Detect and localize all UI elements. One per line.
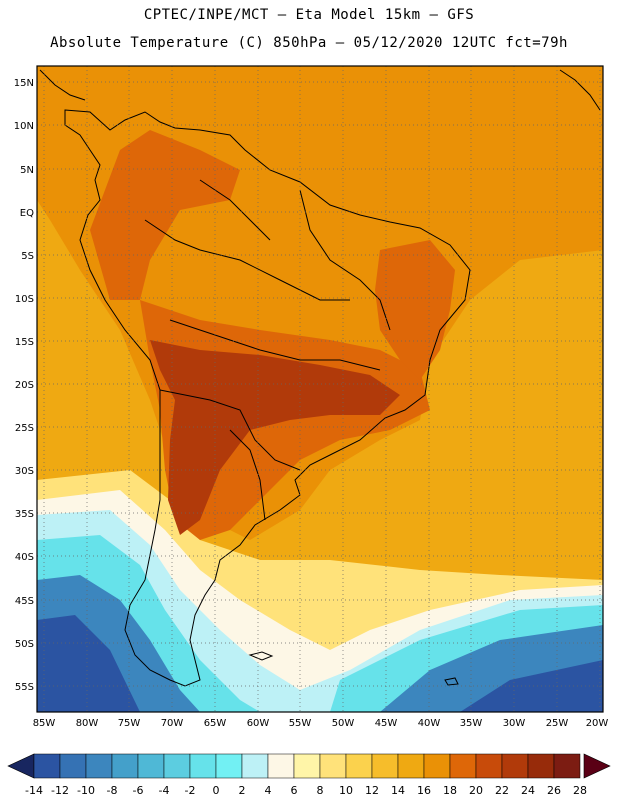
border-line: [299, 189, 391, 331]
colorbar-swatch: [423, 753, 451, 779]
colorbar-swatch: [111, 753, 139, 779]
colorbar-tick: 22: [495, 784, 509, 797]
lon-label: 45W: [375, 718, 398, 729]
lon-label: 25W: [546, 718, 569, 729]
colorbar-tick: 8: [317, 784, 324, 797]
colorbar-swatch: [319, 753, 347, 779]
colorbar-tick: 28: [573, 784, 587, 797]
colorbar-swatch: [59, 753, 87, 779]
colorbar-tick: -12: [51, 784, 69, 797]
colorbar-tick: -14: [25, 784, 43, 797]
lat-label: 20S: [15, 380, 34, 391]
colorbar-tick: 20: [469, 784, 483, 797]
colorbar-swatches: [33, 753, 581, 779]
lat-label: 10N: [14, 121, 34, 132]
lon-label: 40W: [418, 718, 441, 729]
colorbar-swatch: [163, 753, 191, 779]
lat-label: 30S: [15, 466, 34, 477]
central-america-outline: [39, 69, 86, 101]
caribbean-outline: [559, 69, 601, 111]
map-frame: [36, 65, 604, 713]
lon-label: 35W: [460, 718, 483, 729]
colorbar-swatch: [241, 753, 269, 779]
colorbar-swatch: [475, 753, 503, 779]
field-dark-blue: [37, 615, 140, 712]
colorbar-tick: 2: [239, 784, 246, 797]
colorbar-tick: 12: [365, 784, 379, 797]
temperature-field: [37, 66, 603, 712]
map-title: CPTEC/INPE/MCT – Eta Model 15km – GFS: [143, 7, 475, 23]
colorbar-tick: -4: [159, 784, 170, 797]
lon-label: 55W: [289, 718, 312, 729]
colorbar-swatch: [501, 753, 529, 779]
lat-label: 15N: [14, 78, 34, 89]
lon-label: 75W: [118, 718, 141, 729]
colorbar-tick: 24: [521, 784, 535, 797]
lat-label: 5S: [21, 251, 34, 262]
colorbar-swatch: [397, 753, 425, 779]
lat-label: 25S: [15, 423, 34, 434]
colorbar-swatch: [85, 753, 113, 779]
map-subtitle: Absolute Temperature (C) 850hPa – 05/12/…: [50, 35, 568, 51]
colorbar-labels: -14 -12 -10 -8 -6 -4 -2 0 2 4 6 8 10 12 …: [25, 784, 587, 797]
colorbar-swatch: [371, 753, 399, 779]
colorbar-swatch: [293, 753, 321, 779]
lat-label: 55S: [15, 682, 34, 693]
lon-label: 65W: [204, 718, 227, 729]
lat-label: 5N: [20, 165, 34, 176]
colorbar-tick: 16: [417, 784, 431, 797]
colorbar-tick: 10: [339, 784, 353, 797]
latitude-labels: 15N 10N 5N EQ 5S 10S 15S 20S 25S 30S 35S…: [14, 78, 34, 693]
field-hot: [150, 340, 400, 535]
south-america-outline: [64, 109, 471, 687]
colorbar-tick: 14: [391, 784, 405, 797]
colorbar-swatch: [33, 753, 61, 779]
colorbar-swatch: [553, 753, 581, 779]
border-line: [229, 429, 266, 521]
border-line: [144, 219, 350, 301]
lon-label: 20W: [586, 718, 609, 729]
lon-label: 30W: [503, 718, 526, 729]
colorbar-swatch: [189, 753, 217, 779]
island-outline: [444, 677, 459, 686]
colorbar-swatch: [137, 753, 165, 779]
temperature-map: 15N 10N 5N EQ 5S 10S 15S 20S 25S 30S 35S…: [14, 65, 609, 729]
colorbar-tick: -10: [77, 784, 95, 797]
lon-label: 60W: [247, 718, 270, 729]
lat-label: 15S: [15, 337, 34, 348]
colorbar-tick: -6: [133, 784, 144, 797]
lon-label: 50W: [332, 718, 355, 729]
border-line: [159, 389, 301, 471]
lon-label: 70W: [161, 718, 184, 729]
colorbar-right-arrow: [583, 753, 611, 779]
colorbar-tick: -2: [185, 784, 196, 797]
colorbar-tick: -8: [107, 784, 118, 797]
lat-label: 40S: [15, 552, 34, 563]
colorbar-swatch: [345, 753, 373, 779]
colorbar-left-arrow: [7, 753, 35, 779]
colorbar-tick: 18: [443, 784, 457, 797]
colorbar-tick: 6: [291, 784, 298, 797]
coastlines: [39, 69, 601, 687]
lon-label: 80W: [76, 718, 99, 729]
lat-label: 45S: [15, 596, 34, 607]
lon-label: 85W: [33, 718, 56, 729]
colorbar-swatch: [527, 753, 555, 779]
colorbar: -14 -12 -10 -8 -6 -4 -2 0 2 4 6 8 10 12 …: [7, 753, 611, 797]
field-dark-blue-east: [460, 660, 603, 712]
colorbar-tick: 0: [213, 784, 220, 797]
lat-label: 50S: [15, 639, 34, 650]
longitude-labels: 85W 80W 75W 70W 65W 60W 55W 50W 45W 40W …: [33, 718, 609, 729]
colorbar-swatch: [215, 753, 243, 779]
field-dark-orange-andes: [90, 130, 240, 300]
colorbar-swatch: [267, 753, 295, 779]
colorbar-swatch: [449, 753, 477, 779]
colorbar-tick: 4: [265, 784, 272, 797]
colorbar-tick: 26: [547, 784, 561, 797]
lat-label: 35S: [15, 509, 34, 520]
border-line: [169, 319, 381, 371]
lat-label: 10S: [15, 294, 34, 305]
lat-label: EQ: [20, 208, 34, 219]
